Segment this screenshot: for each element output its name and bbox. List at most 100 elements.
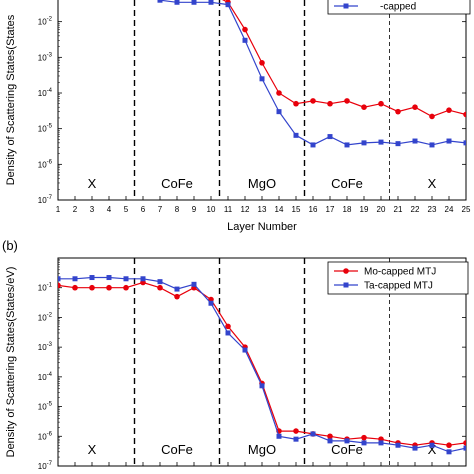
y-axis-label: Density of Scattering States(States (5, 14, 17, 185)
y-tick-label: 10-7 (38, 195, 53, 205)
y-tick-label: 10-5 (38, 402, 53, 412)
region-label: CoFe (161, 442, 193, 457)
data-point (361, 434, 367, 441)
region-label: X (428, 176, 437, 191)
y-tick-exponent: -4 (47, 88, 53, 94)
y-tick-exponent: -5 (47, 402, 53, 408)
y-tick-exponent: -6 (47, 159, 53, 165)
x-tick-label: 19 (360, 205, 369, 214)
plot-frame (57, 0, 467, 201)
data-point (446, 107, 452, 113)
y-tick-base: 10 (38, 373, 47, 382)
data-point (327, 433, 333, 440)
data-point (429, 142, 435, 148)
data-point (72, 276, 78, 282)
region-label: MgO (248, 442, 276, 457)
data-point (276, 90, 282, 96)
data-point (412, 138, 418, 144)
legend-label: Mo-capped MTJ (364, 267, 436, 278)
y-tick-base: 10 (38, 196, 47, 205)
data-point (242, 347, 248, 353)
data-point (395, 442, 401, 448)
data-point (429, 113, 435, 120)
y-tick-label: 10-1 (38, 283, 53, 293)
y-tick-base: 10 (38, 160, 47, 169)
data-point (242, 26, 248, 33)
y-tick-base: 10 (38, 125, 47, 134)
y-tick-base: 10 (38, 403, 47, 412)
legend-box (327, 261, 469, 295)
data-point (344, 142, 350, 148)
data-point (446, 138, 452, 144)
data-point (89, 275, 95, 281)
x-tick-label: 4 (107, 205, 112, 214)
data-point (225, 323, 231, 330)
data-point (123, 276, 129, 282)
region-label: CoFe (331, 442, 363, 457)
x-axis-label: Layer Number (227, 221, 297, 233)
legend-marker (343, 268, 349, 274)
x-tick-label: 5 (124, 205, 129, 214)
y-tick-label: 10-3 (38, 52, 53, 62)
series-group (58, 275, 466, 455)
data-point (58, 276, 61, 282)
x-tick-label: 9 (192, 205, 197, 214)
data-point (378, 100, 384, 107)
x-tick-label: 11 (224, 205, 233, 214)
x-tick-label: 15 (292, 205, 301, 214)
data-point (106, 275, 112, 281)
data-point (412, 104, 418, 110)
data-point (174, 293, 180, 300)
data-point (327, 100, 333, 107)
data-point (208, 300, 214, 306)
data-point (344, 98, 350, 104)
series-line (58, 281, 466, 446)
y-tick-exponent: -2 (47, 312, 53, 318)
y-tick-base: 10 (38, 284, 47, 293)
data-point (140, 276, 146, 282)
data-point (174, 0, 180, 5)
data-point (293, 428, 299, 434)
y-tick-base: 10 (38, 18, 47, 27)
data-point (446, 442, 452, 449)
y-tick-base: 10 (38, 432, 47, 441)
data-point (378, 440, 384, 446)
data-point (378, 139, 384, 145)
data-point (361, 440, 367, 446)
y-tick-label: 10-4 (38, 88, 53, 98)
y-tick-label: 10-3 (38, 342, 53, 352)
data-point (293, 436, 299, 442)
data-point (58, 282, 61, 289)
y-tick-label: 10-6 (38, 159, 53, 169)
y-tick-label: 10-5 (38, 124, 53, 134)
x-tick-label: 1 (56, 205, 61, 214)
y-tick-exponent: -1 (47, 283, 53, 289)
x-tick-label: 23 (428, 205, 437, 214)
x-tick-label: 14 (275, 205, 284, 214)
y-tick-base: 10 (38, 313, 47, 322)
data-point (446, 449, 452, 455)
data-point (72, 284, 78, 291)
data-point (310, 142, 316, 148)
y-tick-exponent: -3 (47, 52, 53, 58)
data-point (463, 140, 466, 146)
x-tick-label: 8 (175, 205, 180, 214)
legend-marker (343, 3, 349, 9)
data-point (174, 286, 180, 292)
series-line (157, 0, 466, 146)
data-point (361, 140, 367, 146)
x-tick-label: 24 (445, 205, 454, 214)
series-group (157, 0, 466, 148)
y-tick-exponent: -6 (47, 431, 53, 437)
y-tick-label: 10-2 (38, 17, 53, 27)
y-tick-exponent: -2 (47, 17, 53, 23)
region-label: X (428, 442, 437, 457)
data-point (344, 438, 350, 444)
x-tick-label: 12 (241, 205, 250, 214)
x-tick-label: 2 (73, 205, 78, 214)
data-point (259, 76, 265, 82)
y-axis-label: Density of Scattering States(States/eV) (5, 267, 17, 458)
y-tick-label: 10-4 (38, 372, 53, 382)
data-point (157, 279, 163, 285)
